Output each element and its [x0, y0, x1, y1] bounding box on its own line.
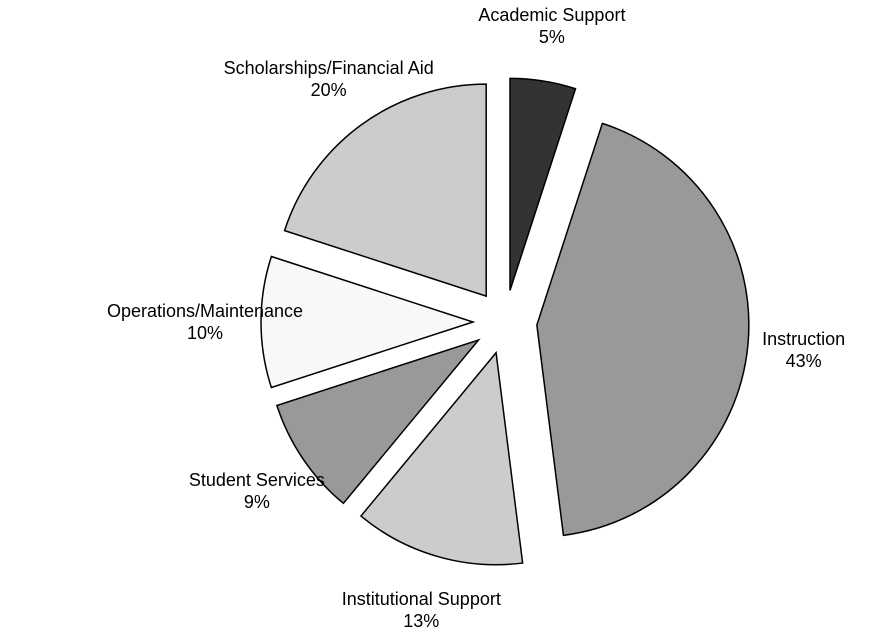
category-label: Institutional Support: [341, 589, 501, 610]
pie-slice: [359, 350, 524, 566]
value-label: 5%: [538, 26, 565, 47]
pie-slice: [275, 338, 481, 505]
slice-label: Academic Support 5%: [432, 4, 672, 48]
pie-slice: [283, 83, 487, 298]
slice-label: Scholarships/Financial Aid 20%: [209, 57, 449, 101]
value-label: 9%: [243, 491, 270, 512]
category-label: Operations/Maintenance: [106, 301, 304, 321]
category-label: Academic Support: [478, 4, 626, 25]
slice-label: Student Services 9%: [137, 469, 377, 513]
value-label: 13%: [403, 611, 440, 632]
slice-label: Institutional Support 13%: [301, 588, 541, 632]
pie-slice: [509, 77, 577, 291]
value-label: 43%: [785, 351, 822, 372]
category-label: Scholarships/Financial Aid: [223, 58, 434, 79]
value-label: 20%: [310, 80, 347, 101]
pie-slice: [260, 255, 476, 389]
slice-label: Operations/Maintenance 10%: [85, 300, 325, 344]
category-label: Instruction: [762, 329, 846, 350]
value-label: 10%: [186, 323, 224, 343]
pie-slice: [536, 122, 750, 537]
slice-label: Instruction 43%: [684, 328, 883, 372]
category-label: Student Services: [188, 469, 325, 490]
